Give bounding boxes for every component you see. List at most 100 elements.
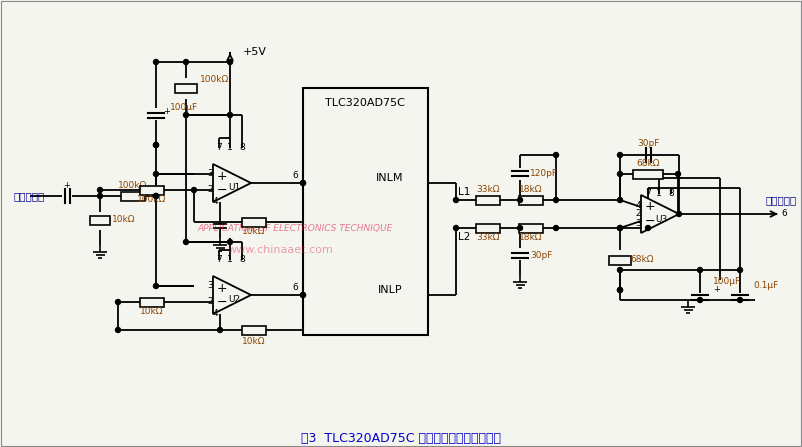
Text: 图3  TLC320AD75C 的模拟音频数据接口电路: 图3 TLC320AD75C 的模拟音频数据接口电路 xyxy=(301,431,501,444)
Text: U1: U1 xyxy=(228,184,240,193)
Text: 33kΩ: 33kΩ xyxy=(476,233,500,243)
Text: TLC320AD75C: TLC320AD75C xyxy=(325,98,405,108)
Text: 10kΩ: 10kΩ xyxy=(242,228,265,236)
Circle shape xyxy=(738,298,743,303)
Bar xyxy=(519,224,543,232)
Circle shape xyxy=(301,181,306,186)
Text: 2: 2 xyxy=(207,186,213,194)
Circle shape xyxy=(677,211,682,216)
Text: 4: 4 xyxy=(213,198,218,207)
Text: 100µF: 100µF xyxy=(170,104,198,113)
Bar xyxy=(633,169,663,178)
Bar xyxy=(242,325,266,334)
Text: 3: 3 xyxy=(207,169,213,178)
Circle shape xyxy=(618,225,622,231)
Bar xyxy=(476,224,500,232)
Text: +: + xyxy=(713,286,720,295)
Bar xyxy=(242,218,266,227)
Circle shape xyxy=(115,328,120,333)
Text: +5V: +5V xyxy=(243,47,267,57)
Bar xyxy=(519,195,543,204)
Text: 7: 7 xyxy=(216,256,222,265)
Circle shape xyxy=(228,59,233,64)
Circle shape xyxy=(517,198,522,202)
Circle shape xyxy=(553,152,558,157)
Text: INLM: INLM xyxy=(376,173,403,183)
Circle shape xyxy=(675,172,681,177)
Text: 8: 8 xyxy=(668,190,674,198)
Circle shape xyxy=(153,194,159,198)
Text: 100kΩ: 100kΩ xyxy=(200,76,229,84)
Circle shape xyxy=(153,172,159,177)
Text: 2: 2 xyxy=(207,298,213,307)
Circle shape xyxy=(192,187,196,193)
Text: +: + xyxy=(217,169,227,182)
Circle shape xyxy=(98,194,103,198)
Bar xyxy=(90,215,110,224)
Circle shape xyxy=(553,198,558,202)
Circle shape xyxy=(698,267,703,273)
Circle shape xyxy=(301,292,306,298)
Text: 0.1µF: 0.1µF xyxy=(753,281,778,290)
Text: 30pF: 30pF xyxy=(530,250,553,260)
Text: 18kΩ: 18kΩ xyxy=(519,233,543,243)
Circle shape xyxy=(184,59,188,64)
Text: 8: 8 xyxy=(239,256,245,265)
Circle shape xyxy=(228,240,233,245)
Text: 10kΩ: 10kΩ xyxy=(242,337,265,346)
Text: 30pF: 30pF xyxy=(637,139,659,148)
Text: 68kΩ: 68kΩ xyxy=(636,160,660,169)
Text: 左声道输入: 左声道输入 xyxy=(14,191,45,201)
Text: 左声道输出: 左声道输出 xyxy=(766,195,797,205)
Text: U2: U2 xyxy=(228,295,240,304)
Circle shape xyxy=(618,267,622,273)
Circle shape xyxy=(618,287,622,292)
Text: 1: 1 xyxy=(227,256,233,265)
Bar xyxy=(476,195,500,204)
Circle shape xyxy=(98,187,103,193)
Text: INLP: INLP xyxy=(378,285,403,295)
Text: −: − xyxy=(217,184,227,197)
Circle shape xyxy=(153,143,159,148)
Text: 10kΩ: 10kΩ xyxy=(140,308,164,316)
Text: 120pF: 120pF xyxy=(530,169,558,178)
Circle shape xyxy=(228,113,233,118)
Circle shape xyxy=(646,225,650,231)
Circle shape xyxy=(738,267,743,273)
Polygon shape xyxy=(641,195,679,233)
Circle shape xyxy=(301,181,306,186)
Text: 2: 2 xyxy=(635,210,641,219)
Text: 100kΩ: 100kΩ xyxy=(119,181,148,190)
Circle shape xyxy=(153,283,159,288)
Circle shape xyxy=(184,240,188,245)
Circle shape xyxy=(698,298,703,303)
Text: 3: 3 xyxy=(635,219,641,228)
Circle shape xyxy=(618,225,622,231)
Bar xyxy=(140,298,164,307)
Text: +: + xyxy=(217,282,227,295)
Bar xyxy=(175,84,197,93)
Circle shape xyxy=(184,113,188,118)
Text: 68kΩ: 68kΩ xyxy=(630,256,654,265)
Text: 6: 6 xyxy=(292,283,298,291)
Text: L1: L1 xyxy=(458,187,470,197)
Polygon shape xyxy=(213,276,251,314)
Text: −: − xyxy=(645,215,655,228)
Text: 1: 1 xyxy=(656,190,662,198)
Circle shape xyxy=(453,198,459,202)
Circle shape xyxy=(217,328,222,333)
Circle shape xyxy=(618,198,622,202)
Circle shape xyxy=(618,152,622,157)
Circle shape xyxy=(618,172,622,177)
Text: 10kΩ: 10kΩ xyxy=(112,215,136,224)
Circle shape xyxy=(453,225,459,231)
Text: 33kΩ: 33kΩ xyxy=(476,186,500,194)
Text: 7: 7 xyxy=(216,143,222,152)
Text: L2: L2 xyxy=(458,232,470,242)
Circle shape xyxy=(153,59,159,64)
Circle shape xyxy=(517,225,522,231)
Text: +: + xyxy=(163,107,170,117)
Text: 1: 1 xyxy=(227,143,233,152)
Text: APPLICATION OF ELECTRONICS TECHNIQUE: APPLICATION OF ELECTRONICS TECHNIQUE xyxy=(197,224,393,232)
Polygon shape xyxy=(213,164,251,202)
